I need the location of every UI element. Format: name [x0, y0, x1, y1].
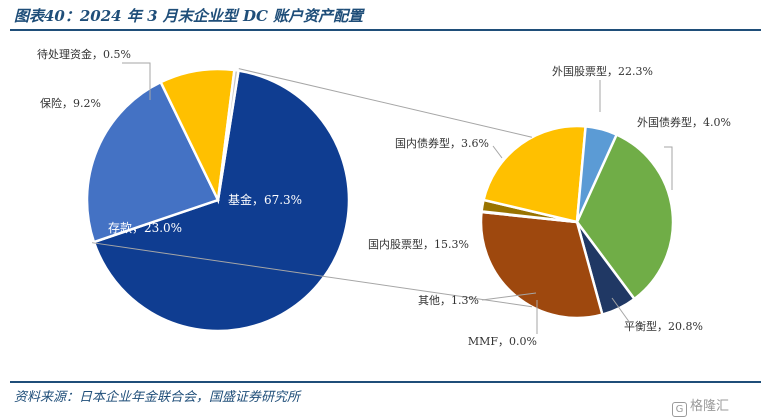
- leader-main-3: [122, 62, 151, 100]
- sub-slice-6: [575, 125, 619, 223]
- watermark-text: 格隆汇: [690, 399, 730, 414]
- chart-title: 图表40：2024 年 3 月末企业型 DC 账户资产配置: [14, 7, 364, 25]
- label-main-3: 待处理资金，0.5%: [37, 47, 131, 61]
- connector-top: [238, 68, 533, 138]
- watermark-logo-icon: G: [672, 402, 687, 417]
- leader-sub-4: [481, 292, 537, 301]
- leader-sub-1: [664, 146, 673, 190]
- sub-slice-5: [482, 124, 587, 224]
- label-sub-6: 国内债券型，3.6%: [395, 136, 489, 150]
- title-rule: [10, 29, 761, 31]
- label-sub-5: 国内股票型，15.3%: [368, 237, 469, 251]
- main-slice-0: [92, 69, 351, 333]
- label-main-2: 保险，9.2%: [40, 96, 101, 110]
- label-sub-1: 外国债券型，4.0%: [637, 115, 731, 129]
- label-main-1: 存款，23.0%: [108, 221, 182, 235]
- label-sub-0: 外国股票型，22.3%: [552, 64, 653, 78]
- label-sub-4: 其他，1.3%: [418, 294, 479, 307]
- source-note: 资料来源：日本企业年金联合会，国盛证券研究所: [14, 390, 301, 405]
- main-slice-3: [216, 68, 240, 201]
- label-main-0: 基金，67.3%: [228, 192, 302, 207]
- source-rule: [10, 381, 761, 383]
- leader-sub-6: [492, 145, 503, 159]
- label-sub-3: MMF，0.0%: [468, 335, 537, 348]
- sub-slice-2: [479, 210, 604, 320]
- sub-slice-0: [575, 132, 675, 301]
- label-sub-2: 平衡型，20.8%: [624, 319, 703, 333]
- connector-bottom: [91, 242, 533, 308]
- watermark: G 格隆汇: [672, 395, 729, 417]
- main-slice-1: [85, 80, 220, 244]
- leader-sub-2: [611, 297, 631, 324]
